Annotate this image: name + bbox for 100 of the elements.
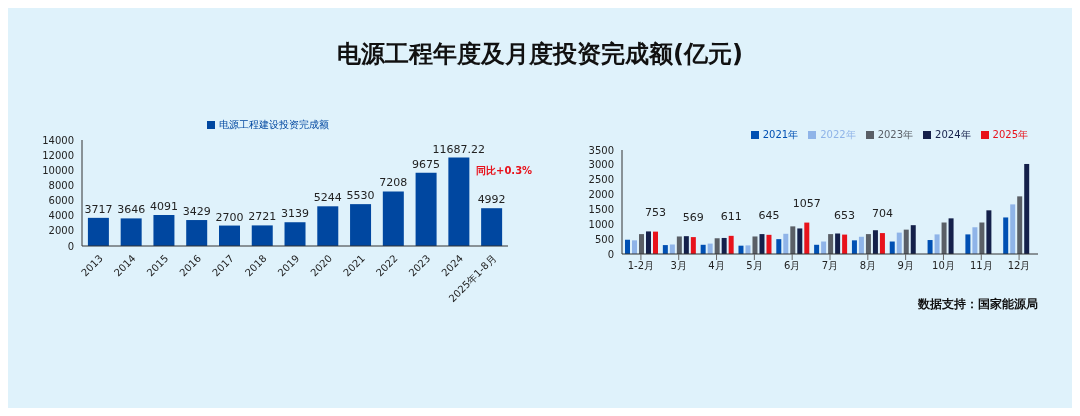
data-label: 704 <box>871 207 893 221</box>
bar <box>448 157 470 246</box>
data-label: 4091 <box>149 200 178 214</box>
x-tick-label: 9月 <box>897 260 914 272</box>
data-label: 3139 <box>281 207 310 221</box>
x-tick-label: 4月 <box>708 260 725 272</box>
x-tick-label: 1-2月 <box>627 260 655 272</box>
bar <box>625 239 631 254</box>
y-tick-label: 1000 <box>588 218 614 230</box>
x-tick-label: 8月 <box>859 260 877 272</box>
bar <box>910 225 916 254</box>
chart-title: 电源工程年度及月度投资完成额(亿元) <box>336 39 744 70</box>
bar <box>804 222 810 254</box>
bar <box>251 225 273 246</box>
text: 数据支持：国家能源局 <box>918 296 1038 313</box>
x-tick-label: 12月 <box>1007 260 1031 272</box>
bar <box>851 240 857 254</box>
y-tick-label: 14000 <box>42 134 74 146</box>
x-tick-label: 3月 <box>670 260 687 272</box>
bar <box>1003 217 1009 254</box>
bar <box>153 215 175 246</box>
y-tick-label: 12000 <box>42 149 74 161</box>
bar <box>218 225 240 246</box>
data-label: 7208 <box>379 176 408 190</box>
x-tick-label: 11月 <box>969 260 993 272</box>
bar <box>842 234 848 254</box>
bar <box>776 239 782 254</box>
bar <box>872 230 878 254</box>
data-label: 5530 <box>346 189 375 203</box>
y-tick-label: 2000 <box>588 189 614 201</box>
data-label: 4992 <box>477 193 506 207</box>
data-label: 3646 <box>117 203 146 217</box>
data-label: 3429 <box>182 205 211 219</box>
x-tick-label: 6月 <box>783 260 801 272</box>
bar <box>766 234 772 254</box>
bar <box>646 231 652 254</box>
data-label: 2721 <box>248 210 277 224</box>
legend-label: 2021年 <box>762 129 799 140</box>
data-label: 569 <box>682 211 704 225</box>
data-label: 11687.22 <box>432 142 486 156</box>
bar <box>972 227 978 254</box>
bar <box>721 237 727 254</box>
bar <box>87 217 109 246</box>
bar <box>186 220 208 246</box>
data-label: 611 <box>720 209 742 223</box>
y-tick-label: 3000 <box>588 159 614 171</box>
y-tick-label: 8000 <box>48 179 74 191</box>
bar <box>1024 163 1030 254</box>
bar <box>1010 204 1016 254</box>
y-tick-label: 500 <box>594 233 614 245</box>
data-label: 1057 <box>792 196 821 210</box>
bar <box>728 235 734 254</box>
data-label: 645 <box>758 208 780 222</box>
bar <box>896 232 902 254</box>
annotation: 同比+0.3% <box>476 164 533 178</box>
legend-label: 2022年 <box>820 129 856 140</box>
bar <box>948 218 954 254</box>
data-label: 753 <box>645 205 667 219</box>
bar <box>690 237 696 254</box>
y-tick-label: 6000 <box>48 195 74 207</box>
bar <box>317 206 339 246</box>
bar <box>927 240 933 254</box>
bar <box>669 244 675 254</box>
data-label: 2700 <box>215 210 244 224</box>
legend-label: 2023年 <box>877 129 914 140</box>
bar <box>415 172 437 246</box>
bar <box>783 233 789 254</box>
bar <box>858 236 864 254</box>
y-tick-label: 0 <box>607 248 614 260</box>
x-tick-label: 10月 <box>932 260 955 272</box>
y-tick-label: 10000 <box>42 164 74 176</box>
y-tick-label: 2500 <box>588 174 614 186</box>
bar <box>284 222 306 246</box>
bar <box>481 208 503 246</box>
data-label: 9675 <box>412 157 441 171</box>
data-label: 3717 <box>84 202 113 216</box>
y-tick-label: 1500 <box>588 203 614 215</box>
bar <box>759 234 765 254</box>
bar <box>835 233 841 254</box>
data-label: 653 <box>834 208 856 222</box>
y-tick-label: 0 <box>67 240 74 252</box>
bar <box>632 240 638 254</box>
bar <box>382 191 404 246</box>
x-tick-label: 5月 <box>746 260 763 272</box>
bar <box>683 236 689 254</box>
data-label: 5244 <box>313 191 342 205</box>
bar <box>745 245 751 254</box>
bar <box>986 210 992 254</box>
y-tick-label: 4000 <box>48 210 74 222</box>
x-tick-label: 7月 <box>821 260 839 272</box>
bar <box>934 234 940 254</box>
bar <box>120 218 142 246</box>
bar <box>350 204 372 246</box>
legend-label: 2024年 <box>935 129 971 140</box>
bar <box>879 233 885 254</box>
legend-label: 电源工程建设投资完成额 <box>219 119 329 130</box>
y-tick-label: 3500 <box>588 144 614 156</box>
y-tick-label: 2000 <box>48 225 74 237</box>
bar <box>965 234 971 254</box>
bar <box>797 228 803 254</box>
